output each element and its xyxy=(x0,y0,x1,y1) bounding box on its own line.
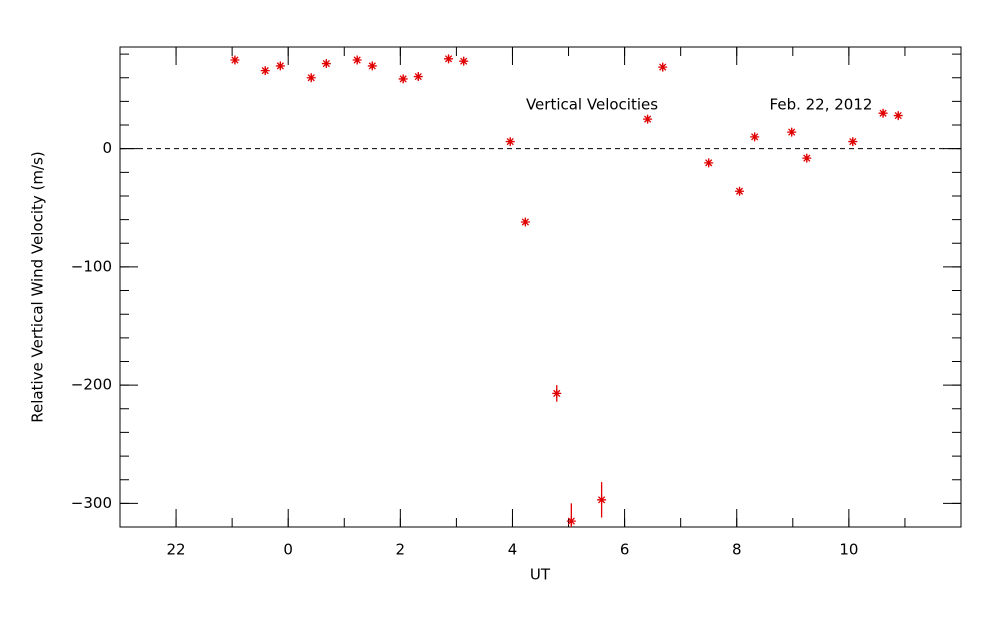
y-tick-label: 0 xyxy=(102,139,112,157)
point xyxy=(367,61,377,71)
x-axis-title: UT xyxy=(530,566,551,584)
point xyxy=(459,56,469,66)
point xyxy=(802,153,812,163)
y-tick-label: −200 xyxy=(71,376,112,394)
x-tick-label: 2 xyxy=(396,541,406,559)
point xyxy=(260,66,270,76)
point xyxy=(321,59,331,69)
point xyxy=(275,61,285,71)
point xyxy=(597,495,607,505)
point xyxy=(398,74,408,84)
annotation: Feb. 22, 2012 xyxy=(770,96,873,114)
x-tick-label: 0 xyxy=(283,541,293,559)
y-tick-label: −300 xyxy=(71,494,112,512)
x-tick-label: 4 xyxy=(508,541,518,559)
annotation: Vertical Velocities xyxy=(526,96,658,114)
point xyxy=(444,54,454,64)
point xyxy=(750,132,760,142)
point xyxy=(566,516,576,526)
x-tick-label: 6 xyxy=(620,541,630,559)
x-tick-label: 10 xyxy=(839,541,858,559)
point xyxy=(306,73,316,83)
y-tick-label: −100 xyxy=(71,257,112,275)
point xyxy=(552,388,562,398)
point xyxy=(878,108,888,118)
point xyxy=(520,217,530,227)
plot-frame xyxy=(119,46,962,528)
point xyxy=(643,114,653,124)
point xyxy=(735,186,745,196)
point xyxy=(848,137,858,147)
y-axis-title: Relative Vertical Wind Velocity (m/s) xyxy=(29,151,47,422)
point xyxy=(352,55,362,65)
point xyxy=(658,62,668,72)
point xyxy=(787,127,797,137)
point xyxy=(893,111,903,121)
x-tick-label: 22 xyxy=(167,541,186,559)
point xyxy=(505,137,515,147)
point xyxy=(413,72,423,82)
point xyxy=(704,158,714,168)
x-tick-label: 8 xyxy=(732,541,742,559)
point xyxy=(230,55,240,65)
